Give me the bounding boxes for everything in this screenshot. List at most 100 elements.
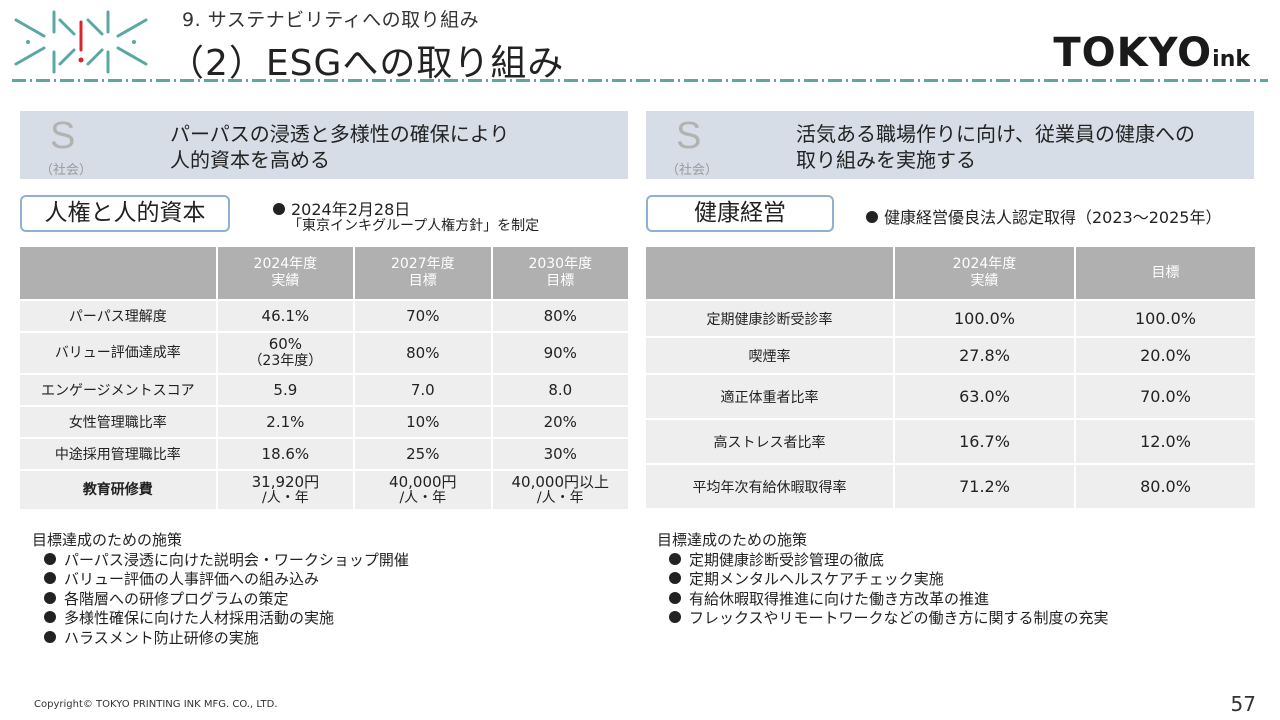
row-label: 定期健康診断受診率 — [646, 301, 893, 336]
table-header: 2027年度 目標 — [355, 247, 491, 299]
value-cell: 100.0% — [1076, 301, 1255, 336]
list-item: バリュー評価の人事評価への組み込み — [32, 570, 409, 590]
table-header: 2030年度 目標 — [492, 247, 628, 299]
table-header: 2024年度 実績 — [217, 247, 354, 299]
table-header-blank — [20, 247, 216, 299]
page-title: （2）ESGへの取り組み — [168, 43, 565, 84]
topic-pill-health-management: 健康経営 — [646, 195, 834, 232]
bullet-icon — [44, 611, 56, 623]
value-cell: 63.0% — [895, 375, 1074, 418]
row-label: パーパス理解度 — [20, 301, 216, 331]
row-label: 高ストレス者比率 — [646, 420, 893, 463]
value-cell: 20.0% — [1076, 338, 1255, 373]
brand-logo-small: ink — [1212, 47, 1250, 72]
list-item-text: フレックスやリモートワークなどの働き方に関する制度の充実 — [689, 609, 1109, 627]
list-item-text: ハラスメント防止研修の実施 — [64, 628, 259, 647]
table-header: 2024年度 実績 — [895, 247, 1074, 299]
value-cell: 46.1% — [217, 301, 354, 331]
value-cell: 30% — [492, 439, 628, 469]
list-item: 定期健康診断受診管理の徹底 — [657, 551, 1109, 571]
table-header: 目標 — [1076, 247, 1255, 299]
row-label: エンゲージメントスコア — [20, 375, 216, 405]
value-cell: 40,000円以上/人・年 — [492, 471, 628, 509]
header-line: 2024年度 — [253, 256, 318, 272]
banner-category-label: （社会） — [40, 163, 93, 178]
measures-list: 定期健康診断受診管理の徹底 定期メンタルヘルスケアチェック実施 有給休暇取得推進… — [657, 551, 1109, 629]
policy-date-note: 2024年2月28日 — [273, 196, 410, 220]
section-title: 9. サステナビリティへの取り組み — [182, 9, 480, 31]
value-cell: 40,000円/人・年 — [355, 471, 491, 509]
table-row: 高ストレス者比率 16.7% 12.0% — [646, 420, 1255, 463]
header-line: 2027年度 — [390, 256, 455, 272]
value-cell: 100.0% — [895, 301, 1074, 336]
brand-logo: TOKYOink — [1053, 30, 1250, 76]
list-item-text: 定期健康診断受診管理の徹底 — [689, 550, 885, 569]
table-row: 定期健康診断受診率 100.0% 100.0% — [646, 301, 1255, 336]
bullet-icon — [669, 572, 681, 584]
banner-line-1: 活気ある職場作りに向け、従業員の健康への — [796, 122, 1195, 146]
banner-text: パーパスの浸透と多様性の確保により 人的資本を高める — [170, 121, 509, 173]
list-item-text: 有給休暇取得推進に向けた働き方改革の推進 — [689, 589, 990, 608]
list-item-text: バリュー評価の人事評価への組み込み — [64, 570, 320, 588]
value-cell: 60% （23年度） — [217, 333, 354, 373]
value-main: 40,000円以上 — [511, 473, 610, 491]
page-number: 57 — [1230, 692, 1256, 716]
row-label: 適正体重者比率 — [646, 375, 893, 418]
banner-category-label: （社会） — [666, 163, 719, 178]
bullet-icon — [44, 591, 56, 604]
value-sub: /人・年 — [536, 490, 584, 506]
measures-title: 目標達成のための施策 — [32, 531, 183, 549]
human-capital-measures: 目標達成のための施策 パーパス浸透に向けた説明会・ワークショップ開催 バリュー評… — [32, 531, 409, 648]
row-label: 喫煙率 — [646, 338, 893, 373]
table-header-blank — [646, 247, 893, 299]
bullet-icon — [669, 611, 681, 623]
value-sub: （23年度） — [248, 353, 323, 369]
copyright: Copyright© TOKYO PRINTING INK MFG. CO., … — [34, 699, 278, 710]
value-cell: 10% — [355, 407, 491, 437]
list-item-text: 各階層への研修プログラムの策定 — [64, 589, 289, 608]
decorative-pattern-icon — [14, 10, 148, 74]
row-label: 中途採用管理職比率 — [20, 439, 216, 469]
value-cell: 70.0% — [1076, 375, 1255, 418]
list-item: フレックスやリモートワークなどの働き方に関する制度の充実 — [657, 609, 1109, 629]
certification-text: 健康経営優良法人認定取得（2023～2025年） — [884, 208, 1222, 227]
value-main: 31,920円 — [251, 473, 320, 491]
value-cell: 2.1% — [217, 407, 354, 437]
topic-pill-human-rights: 人権と人的資本 — [20, 195, 230, 232]
value-cell: 80.0% — [1076, 465, 1255, 508]
row-label: 平均年次有給休暇取得率 — [646, 465, 893, 508]
row-label: 女性管理職比率 — [20, 407, 216, 437]
value-cell: 16.7% — [895, 420, 1074, 463]
social-banner-health: S （社会） 活気ある職場作りに向け、従業員の健康への 取り組みを実施する — [646, 111, 1254, 179]
bullet-icon — [669, 591, 681, 604]
header-line: 目標 — [546, 273, 575, 289]
banner-line-2: 取り組みを実施する — [796, 148, 976, 172]
value-cell: 5.9 — [217, 375, 354, 405]
table-row: 中途採用管理職比率 18.6% 25% 30% — [20, 439, 628, 469]
value-cell: 80% — [492, 301, 628, 331]
banner-line-2: 人的資本を高める — [170, 148, 330, 172]
policy-name-note: 「東京インキグループ人権方針」を制定 — [288, 218, 540, 234]
health-measures: 目標達成のための施策 定期健康診断受診管理の徹底 定期メンタルヘルスケアチェック… — [657, 531, 1109, 629]
table-row: 女性管理職比率 2.1% 10% 20% — [20, 407, 628, 437]
list-item: パーパス浸透に向けた説明会・ワークショップ開催 — [32, 551, 409, 571]
header-divider — [12, 79, 1268, 82]
banner-category-letter: S — [676, 115, 702, 157]
measures-list: パーパス浸透に向けた説明会・ワークショップ開催 バリュー評価の人事評価への組み込… — [32, 551, 409, 649]
list-item: 定期メンタルヘルスケアチェック実施 — [657, 570, 1109, 590]
value-cell: 80% — [355, 333, 491, 373]
list-item: 各階層への研修プログラムの策定 — [32, 590, 409, 610]
value-cell: 71.2% — [895, 465, 1074, 508]
value-sub: /人・年 — [399, 490, 447, 506]
banner-text: 活気ある職場作りに向け、従業員の健康への 取り組みを実施する — [796, 121, 1195, 173]
table-row: パーパス理解度 46.1% 70% 80% — [20, 301, 628, 331]
measures-title: 目標達成のための施策 — [657, 531, 808, 549]
bullet-icon — [44, 572, 56, 584]
value-cell: 27.8% — [895, 338, 1074, 373]
banner-line-1: パーパスの浸透と多様性の確保により — [170, 122, 510, 146]
value-sub: /人・年 — [262, 490, 309, 506]
social-banner-human-capital: S （社会） パーパスの浸透と多様性の確保により 人的資本を高める — [20, 111, 628, 179]
value-main: 40,000円 — [389, 473, 457, 491]
list-item-text: 多様性確保に向けた人材採用活動の実施 — [64, 609, 335, 627]
row-label: 教育研修費 — [20, 471, 216, 509]
